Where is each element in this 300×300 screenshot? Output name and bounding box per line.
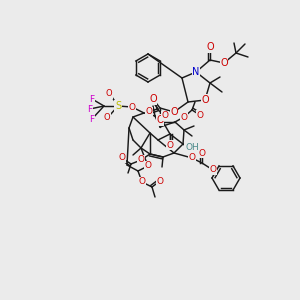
Text: F: F (89, 115, 94, 124)
Text: F: F (89, 94, 94, 103)
Text: O: O (128, 103, 136, 112)
Text: O: O (196, 110, 203, 119)
Text: O: O (170, 107, 178, 117)
Text: O: O (161, 112, 169, 121)
Text: OH: OH (185, 143, 199, 152)
Text: O: O (104, 113, 110, 122)
Text: O: O (199, 148, 206, 158)
Text: O: O (118, 154, 125, 163)
Text: O: O (146, 107, 152, 116)
Text: O: O (220, 58, 228, 68)
Text: S: S (115, 101, 121, 111)
Text: O: O (181, 112, 188, 122)
Text: O: O (167, 140, 173, 149)
Text: N: N (192, 67, 200, 77)
Text: O: O (209, 166, 217, 175)
Text: O: O (156, 115, 164, 125)
Text: O: O (201, 95, 209, 105)
Text: O: O (188, 154, 196, 163)
Text: O: O (139, 178, 145, 187)
Text: O: O (137, 155, 145, 164)
Text: O: O (206, 42, 214, 52)
Text: O: O (106, 89, 112, 98)
Text: F: F (87, 104, 93, 113)
Text: O: O (149, 94, 157, 104)
Text: O: O (157, 176, 164, 185)
Text: O: O (145, 161, 152, 170)
